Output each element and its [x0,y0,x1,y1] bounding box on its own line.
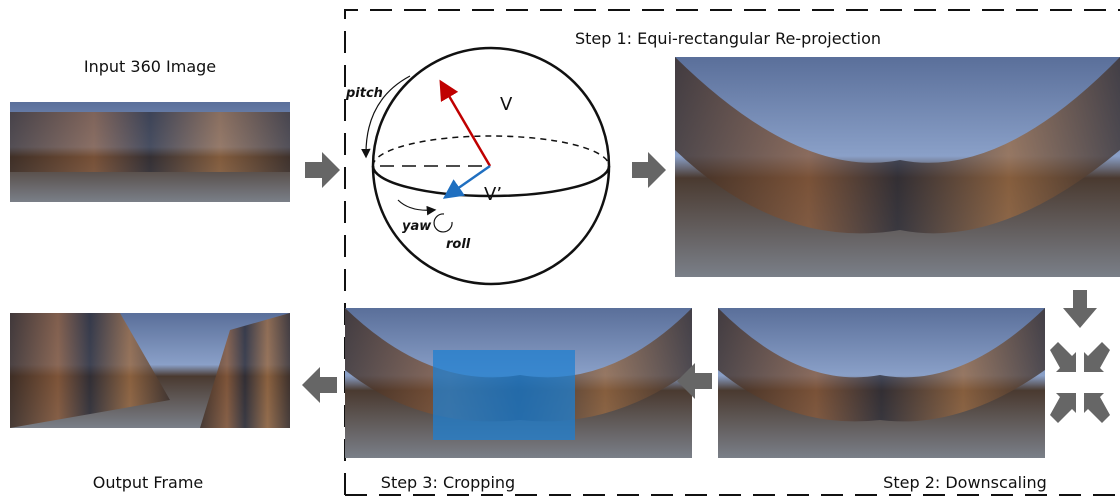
arrow-right [305,152,340,188]
downscaled-image [718,308,1045,458]
reprojected-image [675,57,1120,277]
v-label: V [500,94,513,115]
arrow-down [1063,290,1097,328]
v-prime-label: V’ [484,184,502,205]
roll-label: roll [446,237,471,252]
arrow-left [302,367,337,403]
diagram: Input 360 Image Step 1: Equi-rectangular… [0,0,1120,502]
step2-label: Step 2: Downscaling [883,473,1047,492]
crop-window [433,350,575,440]
step3-label: Step 3: Cropping [381,473,515,492]
yaw-label: yaw [402,219,432,234]
output-label: Output Frame [93,473,204,492]
input-label: Input 360 Image [84,57,216,76]
arrow-right [632,152,666,188]
shrink-icon [1050,342,1110,423]
output-image [10,313,290,428]
pitch-label: pitch [345,86,383,101]
input-image [10,102,290,202]
cropping-image [345,308,692,458]
sphere [366,48,609,284]
step1-label: Step 1: Equi-rectangular Re-projection [575,29,881,48]
